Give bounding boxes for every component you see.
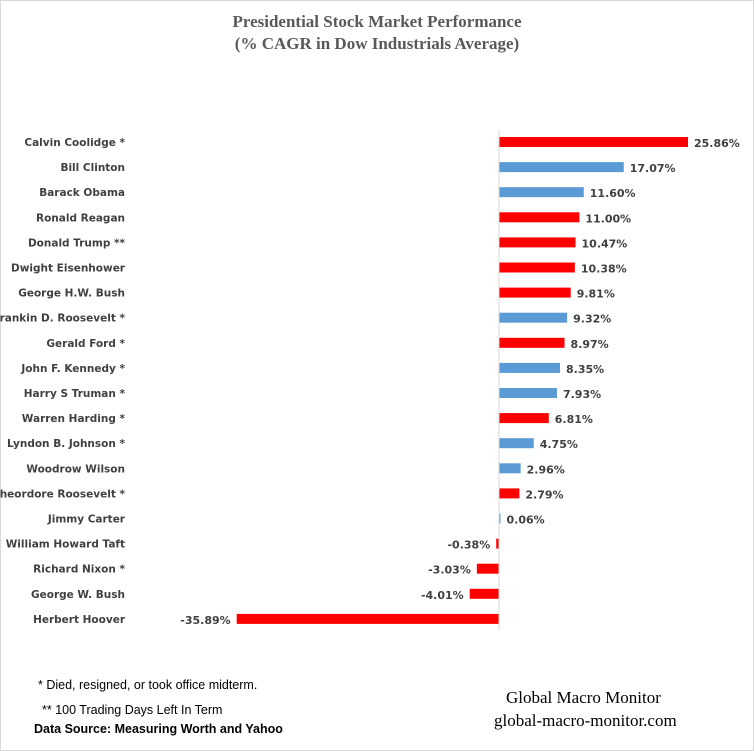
category-label: Jimmy Carter (47, 514, 126, 526)
bar (236, 613, 500, 624)
category-label: Woodrow Wilson (26, 463, 125, 475)
bar (499, 137, 688, 147)
bar (499, 212, 580, 223)
bar (499, 388, 557, 398)
category-label: Gerald Ford * (46, 338, 125, 350)
data-label: 6.81% (555, 413, 593, 426)
data-label: -3.03% (428, 564, 471, 577)
bar (499, 362, 561, 373)
bar (499, 513, 501, 524)
category-label: Barack Obama (39, 187, 125, 199)
bar (476, 563, 499, 574)
category-label: Ronald Reagan (36, 212, 125, 224)
data-label: 9.81% (577, 288, 615, 301)
bar (499, 488, 520, 499)
data-label: 8.97% (571, 338, 609, 351)
data-label: 10.47% (582, 237, 628, 250)
bar (499, 312, 568, 323)
data-label: 0.06% (507, 514, 545, 527)
brand-name: Global Macro Monitor (506, 688, 661, 707)
bar (499, 413, 549, 424)
category-label: Bill Clinton (60, 162, 125, 174)
data-label: 4.75% (540, 438, 578, 451)
category-label: Herbert Hoover (33, 614, 126, 626)
category-label: John F. Kennedy * (20, 363, 125, 375)
chart-subtitle: (% CAGR in Dow Industrials Average) (234, 34, 520, 53)
data-label: 8.35% (566, 363, 604, 376)
bar (496, 538, 499, 549)
brand-url: global-macro-monitor.com (494, 711, 677, 730)
bar (499, 337, 565, 348)
category-label: Calvin Coolidge * (24, 137, 125, 149)
bar (499, 287, 571, 298)
footnote-midterm: * Died, resigned, or took office midterm… (38, 678, 258, 692)
footnote-trump: ** 100 Trading Days Left In Term (42, 703, 223, 717)
data-label: 2.96% (527, 463, 565, 476)
data-label: -4.01% (421, 589, 464, 602)
data-label: 17.07% (630, 162, 676, 175)
bar (499, 262, 575, 273)
category-label: Donald Trump ** (28, 237, 126, 249)
bar (499, 187, 584, 198)
category-label: William Howard Taft (6, 539, 125, 551)
category-label: Dwight Eisenhower (11, 263, 126, 275)
category-label: Warren Harding * (22, 413, 126, 425)
chart-title: Presidential Stock Market Performance (232, 12, 522, 31)
category-label: Theordore Roosevelt * (0, 488, 126, 500)
category-label: George W. Bush (31, 589, 125, 601)
category-label: Frankin D. Roosevelt * (0, 313, 125, 325)
category-label: Harry S Truman * (24, 388, 126, 400)
data-label: -35.89% (180, 614, 230, 627)
data-label: 10.38% (581, 263, 627, 276)
category-label: George H.W. Bush (18, 288, 125, 300)
data-label: 11.00% (585, 212, 631, 225)
bar (499, 237, 576, 248)
data-label: -0.38% (447, 539, 490, 552)
bar (469, 588, 499, 599)
category-label: Richard Nixon * (33, 564, 125, 576)
data-source: Data Source: Measuring Worth and Yahoo (34, 722, 283, 736)
bar-chart: Calvin Coolidge * 25.86% Bill Clinton 17.07… (0, 130, 740, 630)
data-label: 9.32% (573, 313, 611, 326)
bar (499, 162, 624, 173)
data-label: 25.86% (694, 137, 740, 150)
bar (499, 463, 521, 474)
category-label: Lyndon B. Johnson * (7, 438, 125, 450)
data-label: 7.93% (563, 388, 601, 401)
data-label: 11.60% (590, 187, 636, 200)
data-label: 2.79% (525, 488, 563, 501)
bar (499, 438, 534, 449)
